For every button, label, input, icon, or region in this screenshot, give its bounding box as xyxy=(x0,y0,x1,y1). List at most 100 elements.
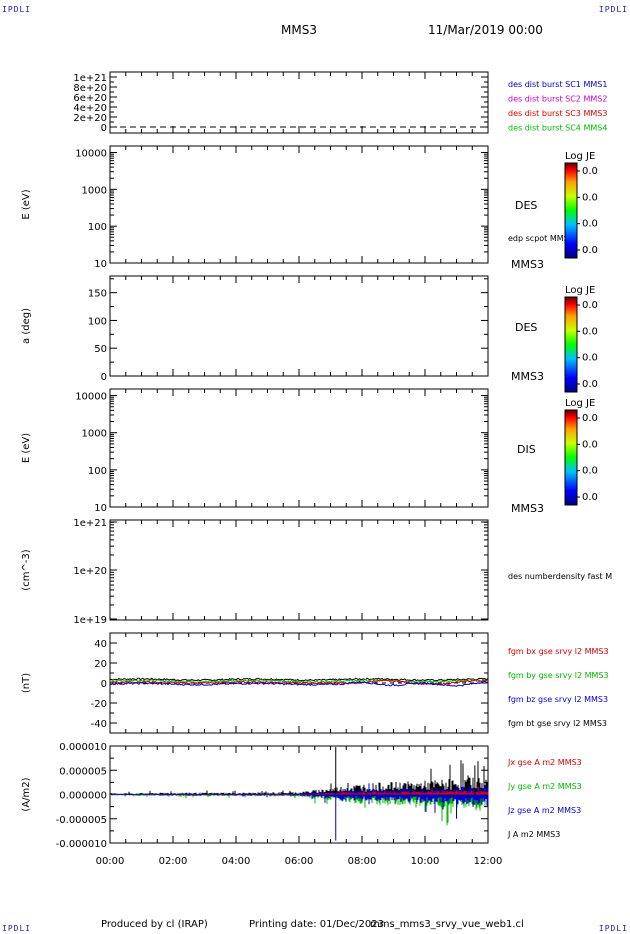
y-tick-label: 10 xyxy=(94,259,107,270)
legend-label: fgm bx gse srvy l2 MMS3 xyxy=(508,647,609,656)
corner-label-top-left: IPDLI xyxy=(2,5,32,14)
colorbar-tick-label: 0.0 xyxy=(582,326,598,337)
panel-frame xyxy=(109,275,489,377)
spacecraft-label: MMS3 xyxy=(511,258,544,271)
panel-frame xyxy=(109,388,489,508)
spacecraft-label: MMS3 xyxy=(511,502,544,515)
y-tick-label: 0.000000 xyxy=(59,791,107,802)
y-tick-label: 0 xyxy=(101,123,107,134)
overlay-label: edp scpot MMS3 xyxy=(508,234,574,243)
y-tick-label: 10 xyxy=(94,503,107,514)
x-tick-label: 00:00 xyxy=(96,856,125,867)
colorbar-tick-label: 0.0 xyxy=(582,466,598,477)
y-tick-label: -0.000005 xyxy=(56,815,107,826)
series-Jz xyxy=(109,794,489,813)
y-tick-label: 6e+20 xyxy=(73,93,107,104)
y-tick-label: 10000 xyxy=(75,148,107,159)
colorbar-title: Log JE xyxy=(565,285,595,296)
panel-frame xyxy=(109,145,489,264)
y-tick-label: 20 xyxy=(94,659,107,670)
series-line-bx xyxy=(109,679,489,686)
legend-label: des numberdensity fast M xyxy=(508,572,612,581)
colorbar-tick-label: 0.0 xyxy=(582,379,598,390)
plot-date: 11/Mar/2019 00:00 xyxy=(428,23,543,37)
corner-label-top-right: IPDLI xyxy=(598,5,628,14)
footer-produced-by: Produced by cl (IRAP) xyxy=(101,919,208,930)
colorbar-tick-label: 0.0 xyxy=(582,492,598,503)
colorbar-tick-label: 0.0 xyxy=(582,219,598,230)
colorbar-dis-energy xyxy=(564,409,578,506)
y-tick-label: 100 xyxy=(88,222,107,233)
y-tick-label: 50 xyxy=(94,344,107,355)
y-axis-label: a (deg) xyxy=(21,308,32,344)
colorbar-tick-label: 0.0 xyxy=(582,192,598,203)
y-tick-label: -20 xyxy=(91,699,107,710)
side-label: DIS xyxy=(517,443,536,456)
series-line-by xyxy=(109,679,489,683)
legend-label: J A m2 MMS3 xyxy=(507,830,560,839)
colorbar-tick-label: 0.0 xyxy=(582,413,598,424)
panel-frame xyxy=(109,519,489,621)
legend-label: des dist burst SC1 MMS1 xyxy=(508,80,607,89)
y-tick-label: 0 xyxy=(101,372,107,383)
x-tick-label: 12:00 xyxy=(474,856,503,867)
corner-label-bottom-right: IPDLI xyxy=(598,924,628,933)
legend-label: des dist burst SC2 MMS2 xyxy=(508,95,607,104)
colorbar-tick-label: 0.0 xyxy=(582,245,598,256)
colorbar-tick-label: 0.0 xyxy=(582,353,598,364)
panel-frame xyxy=(109,71,489,134)
legend-label: des dist burst SC3 MMS3 xyxy=(508,109,607,118)
footer-script-name: mms_mms3_srvy_vue_web1.cl xyxy=(370,919,524,930)
spacecraft-label: MMS3 xyxy=(511,370,544,383)
y-tick-label: 10000 xyxy=(75,392,107,403)
y-tick-label: 100 xyxy=(88,466,107,477)
y-tick-label: -40 xyxy=(91,719,107,730)
x-tick-label: 08:00 xyxy=(348,856,377,867)
colorbar-title: Log JE xyxy=(565,398,595,409)
x-tick-label: 02:00 xyxy=(159,856,188,867)
y-tick-label: 150 xyxy=(88,289,107,300)
legend-label: des dist burst SC4 MMS4 xyxy=(508,124,607,133)
y-tick-label: 100 xyxy=(88,316,107,327)
legend-label: Jz gse A m2 MMS3 xyxy=(507,806,581,815)
legend-label: fgm bz gse srvy l2 MMS3 xyxy=(508,695,608,704)
colorbar-des-pitch xyxy=(564,296,578,393)
series-Jx xyxy=(109,786,489,795)
legend-label: Jy gse A m2 MMS3 xyxy=(507,782,582,791)
corner-label-bottom-left: IPDLI xyxy=(2,924,32,933)
y-axis-label: (cm^-3) xyxy=(21,549,32,590)
y-tick-label: 1000 xyxy=(82,429,107,440)
x-tick-label: 10:00 xyxy=(411,856,440,867)
y-axis-label: E (eV) xyxy=(21,189,32,219)
legend-label: fgm bt gse srvy l2 MMS3 xyxy=(508,719,607,728)
footer-printing-date: Printing date: 01/Dec/2023 xyxy=(249,919,385,930)
colorbar-des-energy xyxy=(564,162,578,259)
legend-label: Jx gse A m2 MMS3 xyxy=(507,758,582,767)
y-tick-label: 4e+20 xyxy=(73,103,107,114)
series-J xyxy=(109,760,489,795)
y-tick-label: 0.000005 xyxy=(59,766,107,777)
y-tick-label: 40 xyxy=(94,639,107,650)
colorbar-tick-label: 0.0 xyxy=(582,300,598,311)
colorbar-title: Log JE xyxy=(565,151,595,162)
y-tick-label: 2e+20 xyxy=(73,113,107,124)
y-tick-label: 1e+21 xyxy=(73,518,107,529)
y-axis-label: (nT) xyxy=(21,673,32,693)
y-tick-label: 8e+20 xyxy=(73,83,107,94)
colorbar-tick-label: 0.0 xyxy=(582,166,598,177)
y-tick-label: 1e+21 xyxy=(73,73,107,84)
x-tick-label: 04:00 xyxy=(222,856,251,867)
side-label: DES xyxy=(515,321,537,334)
legend-label: fgm by gse srvy l2 MMS3 xyxy=(508,671,609,680)
y-tick-label: 0 xyxy=(101,679,107,690)
x-tick-label: 06:00 xyxy=(285,856,314,867)
y-tick-label: 1e+19 xyxy=(73,615,107,626)
y-tick-label: 1e+20 xyxy=(73,566,107,577)
y-tick-label: -0.000010 xyxy=(56,839,107,850)
y-tick-label: 0.000010 xyxy=(59,742,107,753)
series-line-bz xyxy=(109,680,489,687)
plot-title: MMS3 xyxy=(281,23,317,37)
colorbar-tick-label: 0.0 xyxy=(582,439,598,450)
y-axis-label: (A/m2) xyxy=(21,777,32,811)
